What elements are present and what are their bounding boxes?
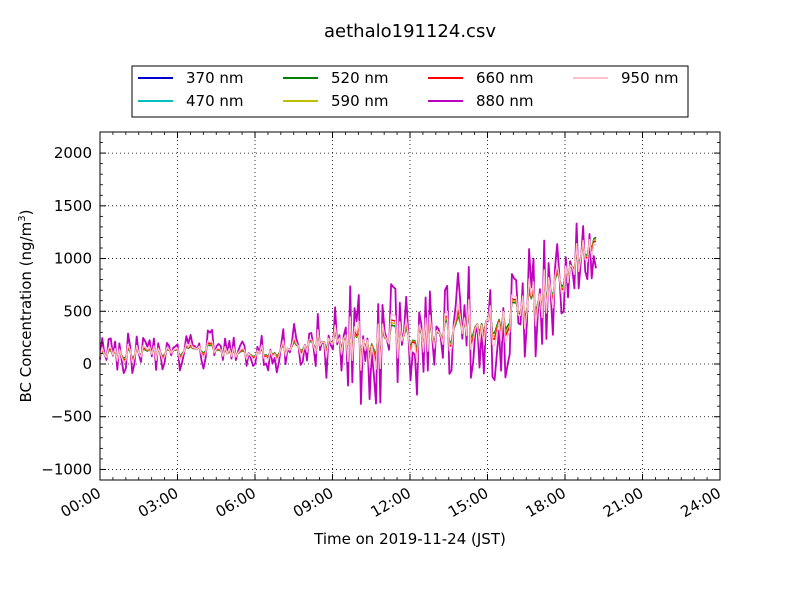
- chart-title: aethalo191124.csv: [324, 21, 496, 42]
- series-line-880-nm: [99, 222, 597, 405]
- y-tick-label: 0: [82, 355, 92, 373]
- legend-label: 370 nm: [186, 69, 244, 87]
- legend-label: 470 nm: [186, 92, 244, 110]
- y-axis-label: BC Concentration (ng/m3): [17, 210, 35, 403]
- y-axis-label-main: BC Concentration (ng/m: [17, 222, 35, 403]
- series-line-950-nm: [99, 238, 597, 371]
- y-tick-label: −500: [51, 408, 92, 426]
- y-axis-label-superscript: 3: [17, 215, 28, 221]
- grid-lines: [100, 132, 720, 480]
- y-tick-label: 2000: [54, 144, 92, 162]
- legend-label: 520 nm: [331, 69, 389, 87]
- y-tick-label: 1500: [54, 197, 92, 215]
- y-tick-label: −1000: [41, 460, 92, 478]
- legend-box: [131, 65, 689, 118]
- legend-label: 950 nm: [621, 69, 679, 87]
- series-lines: [99, 222, 597, 405]
- y-tick-label: 500: [63, 302, 92, 320]
- legend-label: 880 nm: [476, 92, 534, 110]
- y-tick-label: 1000: [54, 250, 92, 268]
- axis-ticks: [99, 131, 721, 481]
- y-axis-label-close: ): [17, 210, 35, 216]
- legend-label: 590 nm: [331, 92, 389, 110]
- legend: 370 nm 470 nm 520 nm 590 nm 660 nm 880 nm 950 …: [131, 65, 689, 118]
- x-axis-label: Time on 2019-11-24 (JST): [313, 530, 506, 548]
- y-tick-labels: −1000 −500 0 500 1000 1500 2000: [41, 144, 92, 478]
- legend-label: 660 nm: [476, 69, 534, 87]
